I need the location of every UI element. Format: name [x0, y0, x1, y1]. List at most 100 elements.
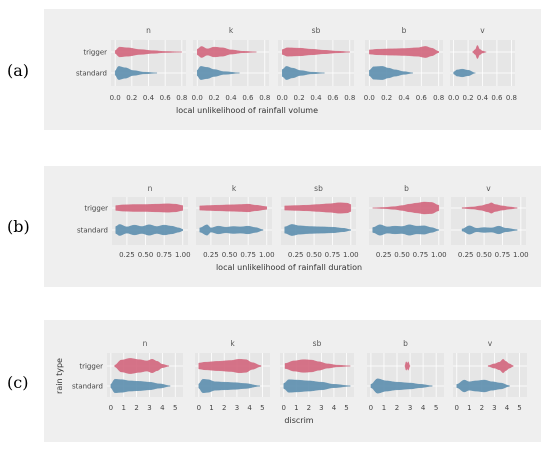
x-tick-label: 0.75 [413, 251, 429, 259]
x-tick-label: 0.75 [156, 251, 172, 259]
x-axis-title: local unlikelihood of rainfall volume [176, 106, 318, 115]
facet-strip-label: n [143, 339, 148, 348]
violin-sb-trigger [284, 202, 352, 214]
x-tick-label: 4 [505, 404, 510, 412]
x-tick-label: 0.75 [495, 251, 511, 259]
x-tick-label: 0.4 [310, 94, 322, 102]
x-tick-label: 5 [260, 404, 264, 412]
facet-strip-label: n [148, 184, 153, 193]
x-tick-label: 0.2 [381, 94, 392, 102]
x-tick-label: 0.50 [138, 251, 154, 259]
x-tick-label: 2 [222, 404, 226, 412]
x-tick-label: 1 [209, 404, 213, 412]
x-tick-label: 4 [247, 404, 252, 412]
x-tick-label: 1.00 [343, 251, 359, 259]
x-tick-label: 0.8 [259, 94, 270, 102]
violin-b-trigger [404, 361, 411, 371]
facet-sb: sb 0.25 0.50 0.75 1.00 [281, 184, 359, 259]
x-tick-label: 0.8 [433, 94, 444, 102]
x-tick-label: 0.0 [110, 94, 121, 102]
facet-strip-label: b [402, 26, 407, 35]
x-tick-label: 2 [307, 404, 311, 412]
x-tick-label: 1 [294, 404, 298, 412]
x-tick-label: 0 [455, 404, 459, 412]
y-axis-title: rain type [55, 358, 64, 394]
violin-b-trigger [372, 201, 440, 215]
facet-n: n 0.25 0.50 0.75 1.00 [112, 184, 191, 259]
facet-strip-label: v [486, 184, 491, 193]
y-tick-label-trigger: trigger [83, 49, 107, 57]
facet-b: b 0.25 0.50 0.75 1.00 [369, 184, 447, 259]
violin-sb-trigger [282, 47, 350, 57]
violin-v-standard [456, 379, 510, 393]
violin-n-trigger [114, 46, 183, 58]
x-tick-label: 0.25 [376, 251, 392, 259]
y-tick-label-trigger: trigger [79, 363, 103, 371]
x-tick-label: 0.6 [416, 94, 428, 102]
x-tick-label: 3 [235, 404, 239, 412]
x-tick-label: 0.75 [240, 251, 256, 259]
x-tick-label: 0 [109, 404, 113, 412]
x-tick-label: 0.4 [143, 94, 155, 102]
x-tick-label: 3 [408, 404, 412, 412]
panel-label: (c) [7, 373, 28, 392]
x-tick-label: 0.25 [119, 251, 135, 259]
violin-k-trigger [197, 46, 257, 58]
x-tick-label: 0.2 [462, 94, 473, 102]
violin-sb-standard [283, 379, 351, 393]
facet-strip-label: b [404, 184, 409, 193]
x-tick-label: 4 [421, 404, 426, 412]
y-tick-label-standard: standard [76, 70, 107, 78]
violin-b-trigger [369, 46, 439, 58]
x-tick-label: 0 [369, 404, 373, 412]
x-tick-label: 0.25 [288, 251, 304, 259]
x-axis-title: local unlikelihood of rainfall duration [216, 263, 362, 272]
x-tick-label: 3 [492, 404, 496, 412]
facet-strip-label: sb [314, 184, 323, 193]
x-tick-label: 4 [332, 404, 337, 412]
x-tick-label: 0.4 [225, 94, 237, 102]
violin-n-standard [110, 379, 171, 393]
x-tick-label: 1.00 [431, 251, 447, 259]
x-tick-label: 2 [395, 404, 399, 412]
x-tick-label: 2 [480, 404, 484, 412]
facet-n: n 0.0 0.2 0.4 0.6 0.8 [110, 26, 188, 102]
violin-k-standard [199, 224, 264, 236]
facet-k: k 0.25 0.50 0.75 1.00 [196, 184, 275, 259]
x-tick-label: 0.2 [209, 94, 220, 102]
x-tick-label: 5 [344, 404, 348, 412]
x-tick-label: 0.75 [325, 251, 341, 259]
facet-strip-label: b [403, 339, 408, 348]
x-tick-label: 5 [173, 404, 177, 412]
violin-v-trigger [461, 202, 518, 214]
x-tick-label: 0.0 [192, 94, 203, 102]
x-tick-label: 1.00 [175, 251, 191, 259]
facet-strip-label: k [232, 184, 237, 193]
x-tick-label: 1.00 [259, 251, 275, 259]
facet-k: k 0 1 2 3 4 5 [195, 339, 270, 412]
violin-b-standard [369, 66, 413, 80]
facet-v: v 0 1 2 3 4 5 [453, 339, 527, 412]
x-tick-label: 4 [160, 404, 165, 412]
facet-background [196, 197, 272, 245]
x-tick-label: 0.50 [306, 251, 322, 259]
x-tick-label: 0.8 [176, 94, 187, 102]
facet-strip-label: sb [313, 339, 322, 348]
violin-n-standard [114, 66, 158, 80]
x-tick-label: 2 [134, 404, 138, 412]
x-tick-label: 0.0 [364, 94, 375, 102]
y-tick-label-trigger: trigger [84, 205, 108, 213]
x-tick-label: 1.00 [513, 251, 529, 259]
x-tick-label: 0.6 [491, 94, 503, 102]
x-tick-label: 0.6 [160, 94, 172, 102]
violin-v-standard [453, 68, 476, 78]
violin-sb-trigger [284, 359, 351, 373]
x-tick-label: 5 [517, 404, 521, 412]
x-tick-label: 0.4 [398, 94, 410, 102]
x-tick-label: 0.50 [476, 251, 492, 259]
violin-v-standard [461, 225, 518, 235]
facet-strip-label: v [480, 26, 485, 35]
